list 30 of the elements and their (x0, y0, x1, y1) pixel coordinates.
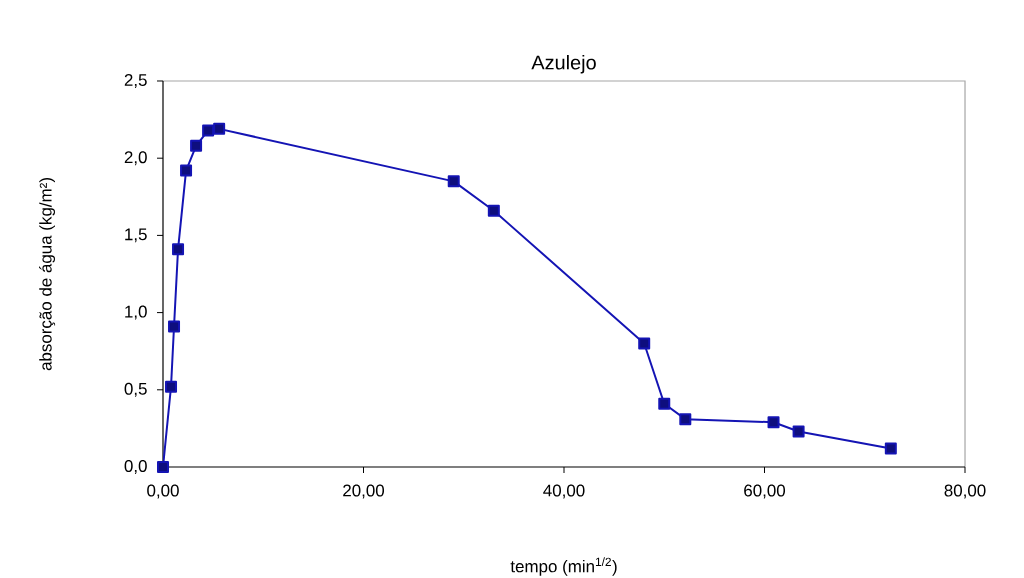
point (202, 124, 215, 137)
point (190, 139, 203, 152)
y-axis-title: absorção de água (kg/m²) (39, 178, 56, 371)
y-tick-label: 0,5 (124, 382, 147, 397)
x-tick-label: 40,00 (543, 484, 585, 499)
x-tick-label: 80,00 (944, 484, 986, 499)
point (884, 442, 897, 455)
point (165, 380, 178, 393)
point (180, 164, 193, 177)
point (638, 337, 651, 350)
x-tick-label: 20,00 (343, 484, 385, 499)
y-tick-label: 1,5 (125, 228, 147, 243)
point (679, 413, 692, 426)
point (487, 204, 500, 217)
point (792, 425, 805, 438)
point (658, 397, 671, 410)
y-tick-label: 2,0 (124, 151, 147, 166)
y-tick-label: 1,0 (125, 305, 147, 320)
y-tick-label: 2,5 (124, 74, 147, 88)
chart-title: Azulejo (531, 54, 596, 74)
point (213, 122, 226, 135)
point (157, 461, 169, 473)
x-tick-label: 60,00 (744, 484, 786, 499)
x-axis-title: tempo (min$^{1/2}$) (510, 557, 617, 576)
point (767, 416, 780, 429)
point (447, 175, 460, 188)
x-tick-label: 0,00 (147, 484, 179, 499)
y-tick-label: 0,0 (124, 460, 147, 474)
point (168, 320, 181, 333)
point (172, 243, 185, 256)
